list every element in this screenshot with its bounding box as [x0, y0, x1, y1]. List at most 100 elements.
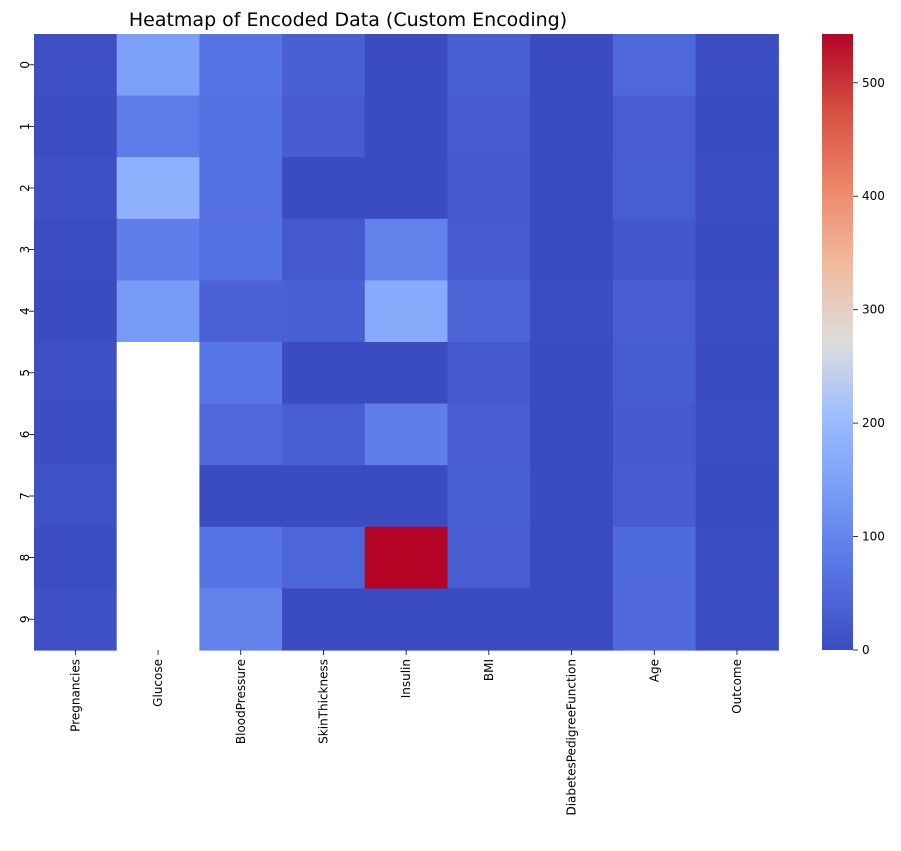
- heatmap-cell: [364, 588, 449, 651]
- heatmap-cell: [199, 403, 283, 466]
- heatmap-cell: [199, 588, 283, 651]
- heatmap-cell: [447, 95, 531, 158]
- heatmap-cell: [612, 34, 697, 97]
- heatmap-cell: [695, 34, 779, 97]
- y-tick-label: 3: [18, 246, 32, 254]
- heatmap-cell: [364, 342, 449, 405]
- heatmap-cell: [282, 588, 366, 651]
- heatmap-cell: [116, 403, 200, 466]
- x-tick-label: Glucose: [151, 659, 165, 707]
- heatmap-cell: [364, 218, 449, 281]
- x-tick-label: Insulin: [399, 659, 413, 698]
- heatmap-cell: [447, 465, 531, 528]
- heatmap-cell: [447, 403, 531, 466]
- heatmap-cell: [530, 403, 614, 466]
- y-tick-label: 7: [18, 492, 32, 500]
- heatmap-cell: [364, 95, 449, 158]
- heatmap-cell: [116, 157, 200, 220]
- heatmap-cell: [34, 95, 118, 158]
- heatmap-cell: [364, 526, 449, 589]
- y-tick-label: 8: [18, 554, 32, 562]
- x-tick-label: DiabetesPedigreeFunction: [565, 659, 579, 816]
- colorbar-gradient: [822, 34, 853, 650]
- chart-title: Heatmap of Encoded Data (Custom Encoding…: [129, 9, 567, 31]
- heatmap-cell: [282, 218, 366, 281]
- heatmap-cell: [612, 526, 697, 589]
- heatmap-cell: [116, 465, 200, 528]
- heatmap-cell: [530, 34, 614, 97]
- heatmap-cell: [612, 403, 697, 466]
- heatmap-cell: [530, 95, 614, 158]
- colorbar-tick-label: 200: [862, 416, 885, 430]
- x-tick-label: Age: [647, 659, 661, 682]
- x-tick-label: BloodPressure: [234, 659, 248, 744]
- heatmap-cell: [199, 526, 283, 589]
- heatmap-cell: [447, 342, 531, 405]
- heatmap-cell: [612, 280, 697, 343]
- heatmap-cell: [282, 403, 366, 466]
- heatmap-cell: [199, 95, 283, 158]
- x-axis: Pregnancies Glucose BloodPressure SkinThick…: [68, 650, 744, 816]
- heatmap-cell: [612, 157, 697, 220]
- heatmap-cell: [34, 465, 118, 528]
- colorbar-tick-label: 500: [862, 76, 885, 90]
- heatmap-cell: [695, 465, 779, 528]
- x-tick-label: BMI: [482, 659, 496, 681]
- heatmap-cell: [116, 342, 200, 405]
- colorbar-tick-label: 0: [862, 643, 870, 657]
- heatmap-cell: [116, 280, 200, 343]
- heatmap-cell: [695, 218, 779, 281]
- heatmap-cell: [34, 280, 118, 343]
- heatmap-cell: [116, 95, 200, 158]
- heatmap-cell: [116, 526, 200, 589]
- y-tick-label: 1: [18, 123, 32, 131]
- heatmap-cell: [447, 280, 531, 343]
- heatmap-cell: [34, 403, 118, 466]
- heatmap-cell: [612, 588, 697, 651]
- heatmap-cell: [447, 588, 531, 651]
- heatmap-cell: [695, 280, 779, 343]
- colorbar-tick-label: 300: [862, 303, 885, 317]
- heatmap-cell: [530, 526, 614, 589]
- heatmap-cell: [116, 34, 200, 97]
- heatmap-cell: [695, 95, 779, 158]
- heatmap-cell: [447, 526, 531, 589]
- heatmap-cell: [282, 526, 366, 589]
- heatmap-cell: [116, 588, 200, 651]
- heatmap-cell: [364, 34, 449, 97]
- y-tick-label: 5: [18, 369, 32, 377]
- heatmap-cell: [282, 34, 366, 97]
- heatmap-cell: [612, 95, 697, 158]
- y-tick-label: 9: [18, 615, 32, 623]
- heatmap-cell: [530, 218, 614, 281]
- y-tick-label: 0: [18, 61, 32, 69]
- x-tick-label: SkinThickness: [316, 659, 330, 744]
- y-tick-label: 4: [18, 307, 32, 315]
- heatmap-cell: [34, 526, 118, 589]
- heatmap-cell: [34, 157, 118, 220]
- heatmap-cell: [116, 218, 200, 281]
- x-tick-label: Pregnancies: [68, 659, 82, 732]
- heatmap-cell: [447, 218, 531, 281]
- heatmap-cell: [695, 588, 779, 651]
- heatmap-cell: [199, 342, 283, 405]
- y-tick-label: 2: [18, 184, 32, 192]
- heatmap-cell: [695, 157, 779, 220]
- colorbar-tick-label: 100: [862, 530, 885, 544]
- heatmap-cell: [447, 34, 531, 97]
- heatmap-cell: [695, 342, 779, 405]
- heatmap-cell: [530, 280, 614, 343]
- heatmap-cell: [282, 280, 366, 343]
- heatmap-cell: [530, 342, 614, 405]
- heatmap-cells: [34, 34, 779, 651]
- heatmap-cell: [447, 157, 531, 220]
- y-tick-label: 6: [18, 431, 32, 439]
- x-tick-label: Outcome: [730, 659, 744, 714]
- heatmap-cell: [364, 280, 449, 343]
- heatmap-cell: [530, 465, 614, 528]
- heatmap-cell: [282, 465, 366, 528]
- heatmap-cell: [34, 588, 118, 651]
- heatmap-cell: [282, 95, 366, 158]
- heatmap-cell: [612, 465, 697, 528]
